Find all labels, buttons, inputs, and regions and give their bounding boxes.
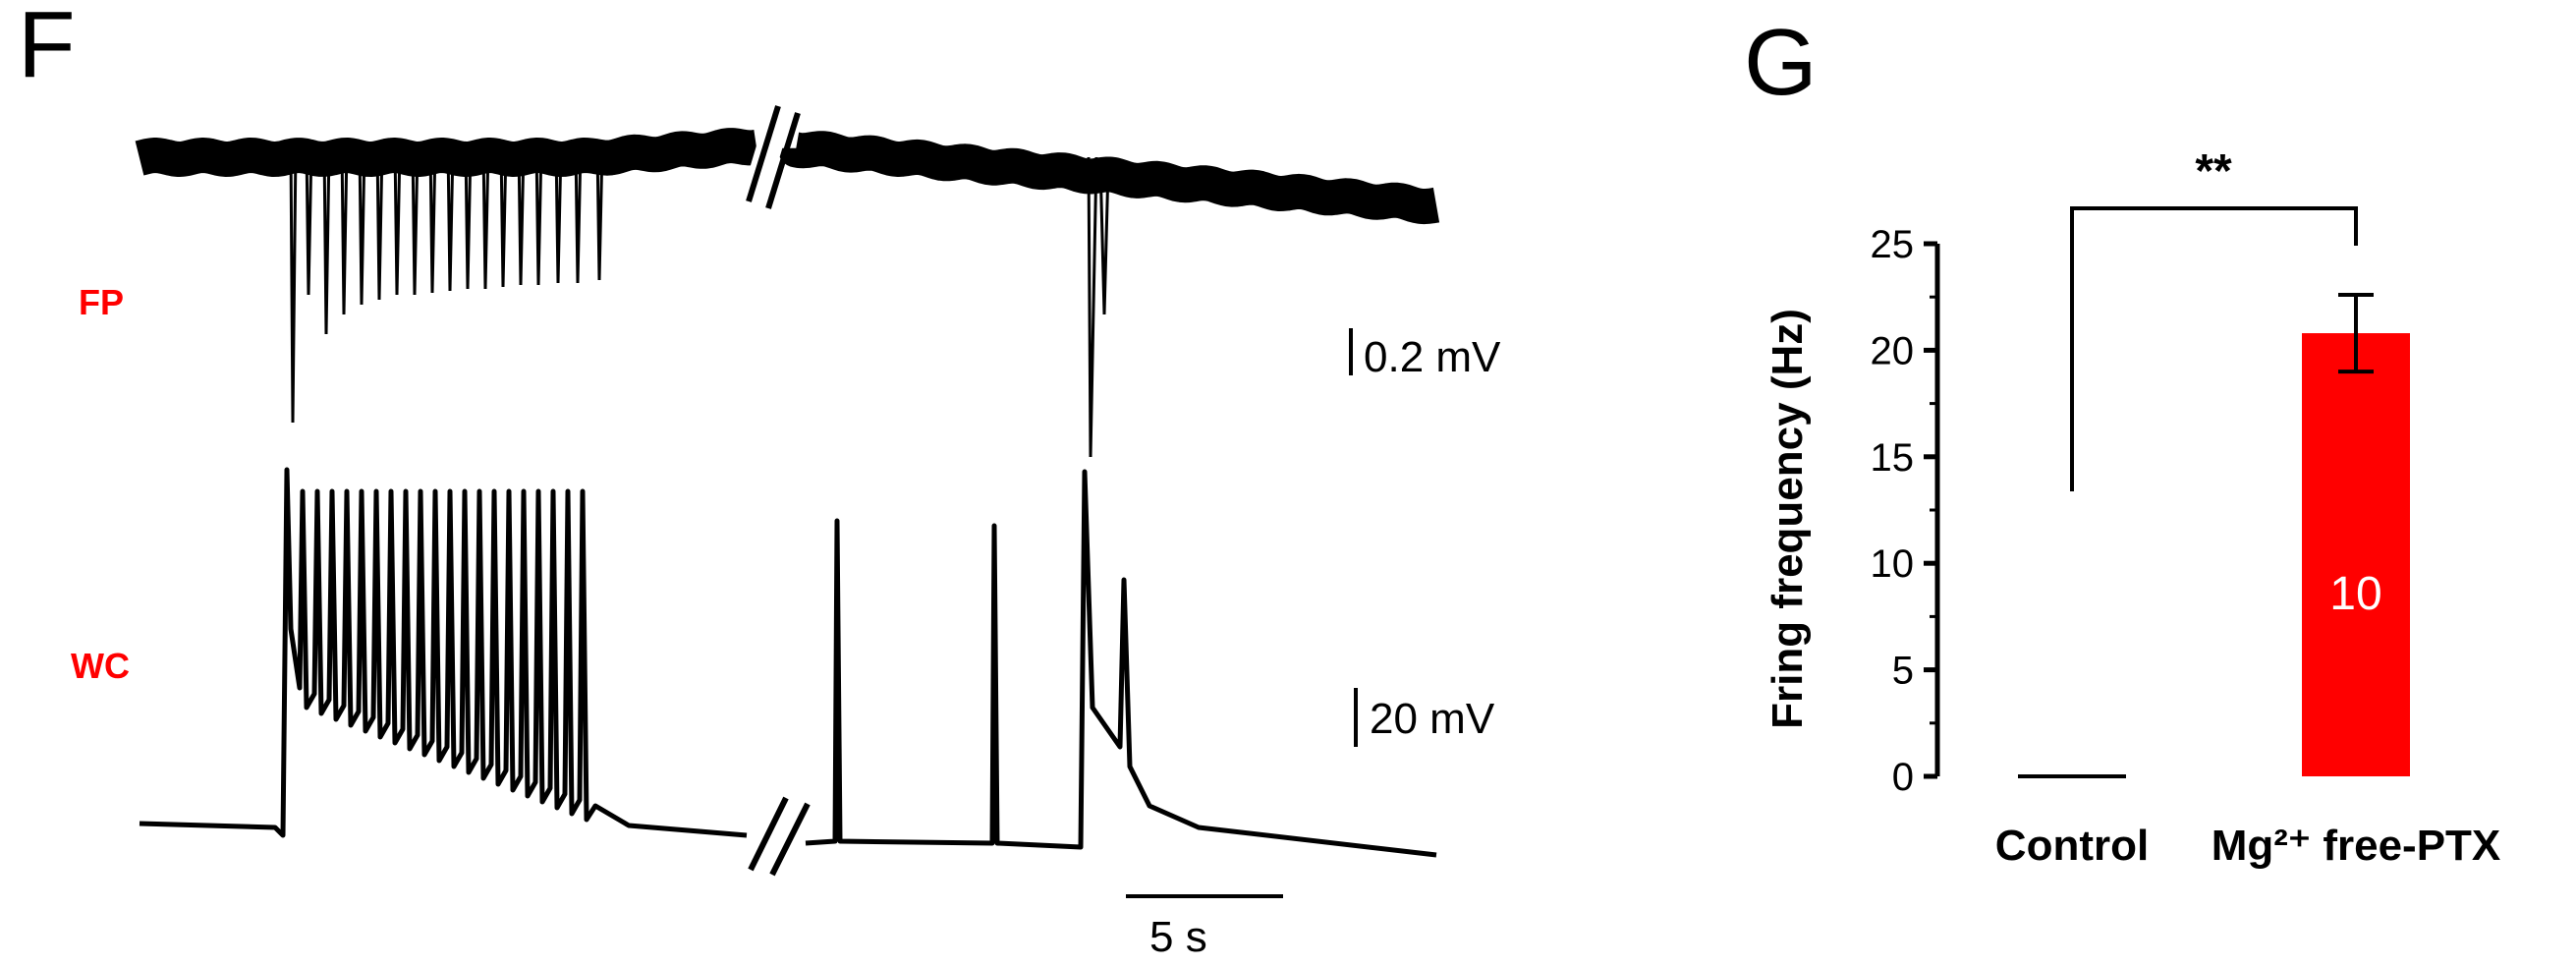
x-category-label: Control — [1995, 822, 2149, 870]
bar-mg-free-ptx — [2302, 333, 2410, 776]
fp-spike — [305, 146, 313, 296]
fp-spike — [517, 146, 526, 286]
wc-break-mark — [748, 794, 811, 877]
fp-spike — [289, 146, 298, 424]
fp-spike — [446, 146, 455, 292]
y-tick-label: 15 — [1871, 436, 1915, 480]
fp-break-mark — [742, 94, 801, 209]
panel-f: F FP WC 0.2 mV 20 mV 5 s — [18, 0, 1501, 961]
fp-spike — [375, 146, 384, 301]
fp-spike — [464, 146, 473, 290]
significance-bracket — [2070, 206, 2358, 491]
fp-spike — [574, 146, 583, 284]
fp-spike — [322, 146, 331, 335]
time-scale-label: 5 s — [1149, 913, 1207, 961]
time-scale-bar: 5 s — [1126, 894, 1283, 961]
y-tick-label: 25 — [1871, 223, 1915, 266]
y-tick-label: 20 — [1871, 329, 1915, 372]
fp-scale-label: 0.2 mV — [1364, 333, 1501, 381]
bar-n-label: 10 — [2329, 568, 2381, 620]
y-tick-label: 10 — [1871, 542, 1915, 586]
fp-spike — [411, 146, 420, 296]
fp-scale-bar: 0.2 mV — [1349, 328, 1501, 381]
fp-spike — [595, 146, 604, 281]
fp-trace — [126, 128, 1450, 458]
fp-spike — [340, 146, 349, 315]
fp-trace-label: FP — [79, 282, 124, 322]
y-tick-label: 5 — [1892, 650, 1914, 693]
panel-f-letter: F — [18, 0, 76, 97]
wc-scale-label: 20 mV — [1370, 695, 1495, 743]
panel-g-letter: G — [1744, 10, 1818, 115]
wc-trace — [139, 467, 1437, 858]
significance-label: ** — [2195, 145, 2232, 198]
wc-scale-bar: 20 mV — [1354, 688, 1495, 747]
fp-spike — [554, 146, 563, 284]
wc-trace-label: WC — [71, 646, 130, 686]
fp-spike — [358, 146, 366, 306]
y-tick-label: 0 — [1892, 756, 1914, 799]
wc-membrane-trace — [139, 467, 1437, 858]
panel-g: G 0 5 10 15 20 25 Control 10 Mg²⁺ free-PTX ** Fri… — [1744, 10, 2500, 870]
y-axis-label: Fring frequency (Hz) — [1764, 309, 1812, 729]
fp-spike — [428, 146, 437, 294]
x-category-label: Mg²⁺ free-PTX — [2212, 822, 2501, 870]
fp-spike — [481, 146, 490, 290]
bar-chart: 0 5 10 15 20 25 Control 10 Mg²⁺ free-PTX ** — [1871, 145, 2501, 870]
fp-spike — [393, 146, 402, 296]
fp-spike — [1087, 156, 1110, 458]
fp-spike — [499, 146, 508, 288]
fp-spike — [534, 146, 543, 286]
